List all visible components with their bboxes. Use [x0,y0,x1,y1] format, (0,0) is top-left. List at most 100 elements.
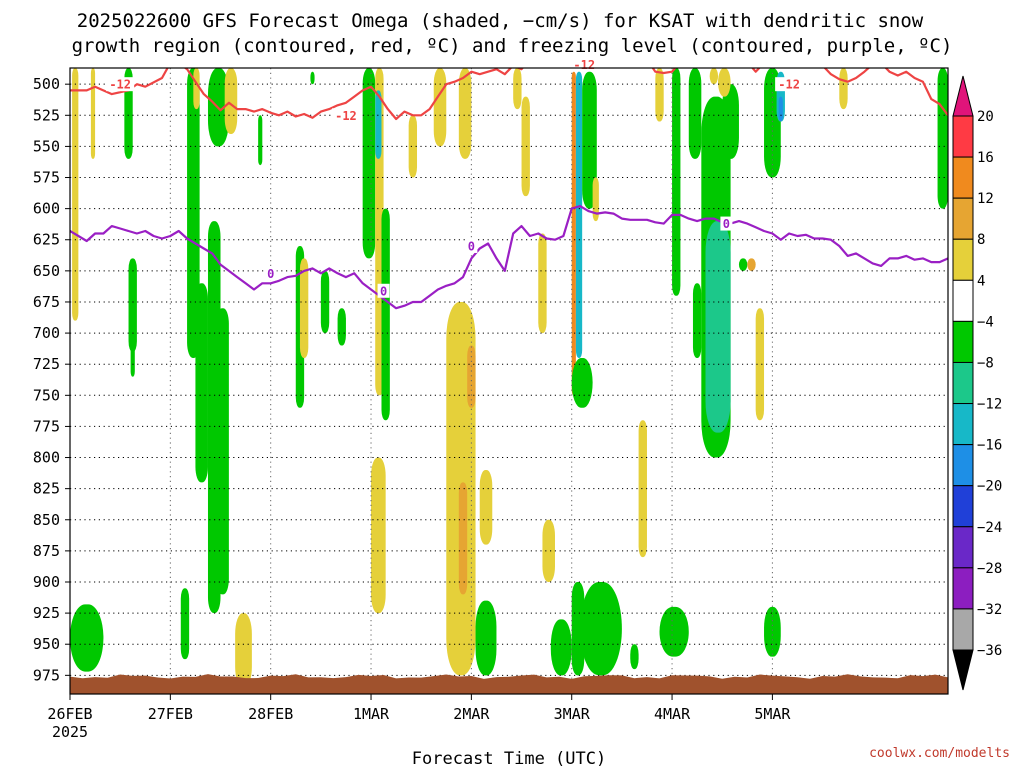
y-tick-label: 925 [33,604,60,622]
contour-label-text: -12 [778,78,800,92]
colorbar-swatch [952,608,974,651]
omega-area [718,68,731,97]
colorbar-swatch [952,115,974,158]
omega-area [337,308,346,346]
x-tick-label: 2MAR [453,705,490,723]
x-tick-label: 4MAR [654,705,691,723]
omega-area [575,71,583,358]
x-axis-label: Forecast Time (UTC) [412,749,606,768]
y-tick-label: 675 [33,293,60,311]
omega-area [128,258,137,352]
omega-area [778,96,783,122]
colorbar-label: −32 [977,602,1002,618]
omega-area [672,68,681,296]
y-tick-label: 875 [33,542,60,560]
contour-label: -12 [570,57,599,72]
omega-area [937,68,948,209]
colorbar-label: −4 [977,314,994,330]
omega-area [722,84,739,159]
omega-area [755,308,765,421]
omega-area [571,71,576,396]
colorbar-swatch [952,361,974,405]
contour-label: 0 [264,266,277,281]
contour-line-0 [70,205,948,310]
omega-area [747,258,756,271]
contour-label: -12 [106,77,135,92]
colorbar-swatch [952,197,974,240]
omega-area [479,469,493,545]
contour-label-bg [775,77,804,92]
grid [70,68,948,694]
y-tick-label: 750 [33,386,60,404]
x-tick-label: 3MAR [554,705,591,723]
colorbar-label: −36 [977,643,1002,659]
colorbar-swatch [952,403,974,446]
omega-area [655,68,664,122]
contour-label-bg [264,266,277,281]
colorbar-label: −12 [977,397,1002,413]
title-line-2: growth region (contoured, red, ºC) and f… [72,35,953,57]
y-tick-label: 500 [33,75,60,93]
contour-label-bg [106,77,135,92]
contour-label: -12 [775,77,804,92]
contour-label-text: -12 [109,78,131,92]
credit-text[interactable]: coolwx.com/modelts [869,746,1010,761]
x-tick-sublabel: 2025 [52,723,88,741]
y-tick-label: 650 [33,262,60,280]
omega-area [310,71,315,85]
omega-area [70,604,104,672]
colorbar-bottom-arrow [952,649,974,691]
omega-shading [70,68,948,688]
contour-label-text: 0 [723,217,730,231]
y-tick-label: 975 [33,666,60,684]
omega-area [130,345,135,377]
omega-area [180,588,190,660]
omega-area [688,68,702,159]
omega-area [381,208,390,421]
omega-area [513,68,522,110]
omega-area [458,482,468,595]
colorbar-label: 12 [977,191,994,207]
ground-layer [70,674,948,694]
contour-label-text: -12 [335,109,357,123]
omega-area [467,345,476,408]
y-tick-label: 725 [33,355,60,373]
omega-area [692,283,702,358]
y-tick-label: 700 [33,324,60,342]
colorbar-label: −24 [977,520,1002,536]
contour-label-bg [377,283,390,298]
y-axis: 500 525 550 575 600 625 650 675 700 725 750 775 800 8… [33,75,70,684]
omega-area [258,115,263,166]
y-tick-label: 575 [33,169,60,187]
omega-area [433,68,447,147]
colorbar-label: −16 [977,438,1002,454]
y-tick-label: 600 [33,200,60,218]
y-tick-label: 775 [33,417,60,435]
omega-area [592,177,599,222]
contour-label: 0 [377,283,390,298]
plot-frame [69,67,949,695]
omega-area [187,68,200,358]
contour-label: 0 [465,238,478,253]
omega-area [408,115,418,178]
omega-area [582,71,597,209]
colorbar-swatch [952,526,974,569]
colorbar-label: 4 [977,273,985,289]
y-tick-label: 850 [33,511,60,529]
x-tick-label: 1MAR [353,705,390,723]
omega-area [709,68,719,85]
omega-area [571,581,585,676]
x-tick-label: 26FEB [47,705,92,723]
contour-label-bg [331,108,360,123]
y-tick-label: 800 [33,449,60,467]
colorbar-label: 20 [977,109,994,125]
omega-area [538,233,547,334]
colorbar-swatch [952,156,974,199]
colorbar-swatch [952,279,974,322]
y-tick-label: 950 [33,635,60,653]
colorbar-label: −20 [977,479,1002,495]
ground [70,674,948,694]
colorbar-label: −8 [977,355,994,371]
